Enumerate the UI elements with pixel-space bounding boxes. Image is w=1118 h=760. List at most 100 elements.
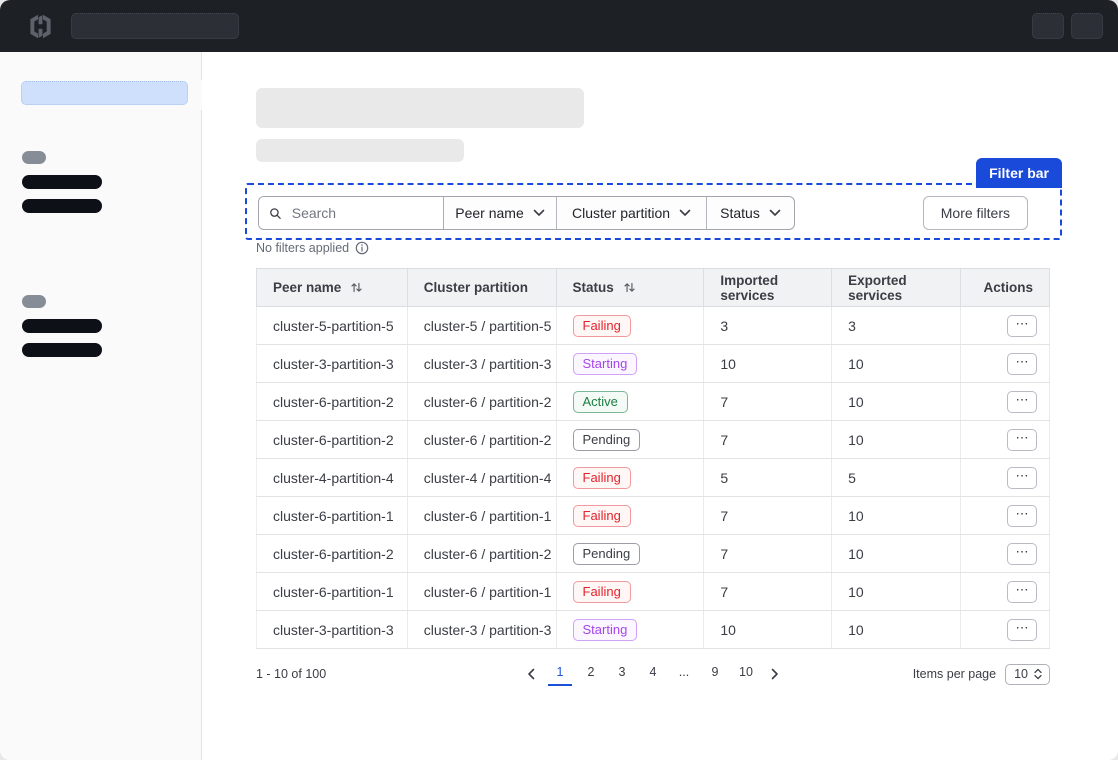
cluster-partition-cell: cluster-4 / partition-4	[407, 458, 557, 497]
peer-name-cell: cluster-3-partition-3	[256, 610, 408, 649]
actions-cell: ⋯	[960, 496, 1051, 535]
imported-services-cell: 10	[703, 610, 833, 649]
cluster-partition-cell: cluster-6 / partition-2	[407, 534, 557, 573]
search-input[interactable]	[289, 204, 433, 222]
sort-icon[interactable]	[350, 281, 363, 294]
status-cell: Starting	[556, 610, 705, 649]
table-row[interactable]: cluster-4-partition-4 cluster-4 / partit…	[256, 458, 1051, 497]
imported-services-cell: 7	[703, 382, 833, 421]
filter-group: Peer name Cluster partition Status	[258, 196, 795, 230]
actions-cell: ⋯	[960, 420, 1051, 459]
table-row[interactable]: cluster-6-partition-2 cluster-6 / partit…	[256, 534, 1051, 573]
page-title-skeleton	[256, 88, 584, 128]
column-header-cluster-partition[interactable]: Cluster partition	[407, 268, 557, 307]
chevron-down-icon	[533, 209, 545, 216]
sidebar-item-skeleton[interactable]	[22, 319, 102, 333]
more-filters-button[interactable]: More filters	[922, 196, 1028, 230]
topbar-action-placeholder-1[interactable]	[1032, 13, 1064, 39]
ellipsis-icon: ⋯	[1015, 582, 1029, 597]
sidebar-item-skeleton[interactable]	[22, 199, 102, 213]
status-filter-dropdown[interactable]: Status	[707, 197, 794, 229]
page-subtitle-skeleton	[256, 139, 464, 162]
exported-services-cell: 3	[831, 306, 961, 345]
exported-services-cell: 10	[831, 572, 961, 611]
column-header-status[interactable]: Status	[556, 268, 705, 307]
row-actions-button[interactable]: ⋯	[1007, 390, 1037, 413]
status-badge: Starting	[572, 352, 638, 375]
page-button-3[interactable]: 3	[618, 665, 626, 679]
items-per-page-label: Items per page	[912, 667, 997, 681]
status-badge: Failing	[572, 504, 631, 527]
row-actions-button[interactable]: ⋯	[1007, 314, 1037, 337]
topbar-action-placeholder-2[interactable]	[1071, 13, 1103, 39]
ellipsis-icon: ⋯	[1015, 430, 1029, 445]
status-badge: Failing	[572, 466, 631, 489]
sidebar-item-skeleton[interactable]	[22, 175, 102, 189]
cluster-partition-cell: cluster-3 / partition-3	[407, 610, 557, 649]
info-icon[interactable]	[355, 241, 369, 255]
actions-cell: ⋯	[960, 382, 1051, 421]
cluster-partition-filter-dropdown[interactable]: Cluster partition	[557, 197, 707, 229]
pagination-bar: 1 - 10 of 100 1 2 3 4... 9 10 Items per page …	[256, 660, 1050, 688]
sidebar-item-skeleton[interactable]	[22, 343, 102, 357]
search-field[interactable]	[259, 197, 444, 229]
filter-bar: Peer name Cluster partition Status More …	[258, 196, 1028, 230]
peer-name-filter-dropdown[interactable]: Peer name	[444, 197, 557, 229]
imported-services-cell: 5	[703, 458, 833, 497]
imported-services-cell: 7	[703, 572, 833, 611]
actions-cell: ⋯	[960, 344, 1051, 383]
peer-name-cell: cluster-3-partition-3	[256, 344, 408, 383]
exported-services-cell: 5	[831, 458, 961, 497]
column-header-peer-name[interactable]: Peer name	[256, 268, 408, 307]
table-row[interactable]: cluster-6-partition-1 cluster-6 / partit…	[256, 572, 1051, 611]
ellipsis-icon: ⋯	[1015, 354, 1029, 369]
table-row[interactable]: cluster-6-partition-2 cluster-6 / partit…	[256, 420, 1051, 459]
ellipsis-icon: ⋯	[1015, 316, 1029, 331]
status-badge: Failing	[572, 314, 631, 337]
global-search-placeholder[interactable]	[71, 13, 239, 39]
column-header-exported-services[interactable]: Exported services	[831, 268, 961, 307]
pagination-range-text: 1 - 10 of 100	[256, 667, 327, 681]
row-actions-button[interactable]: ⋯	[1007, 580, 1037, 603]
row-actions-button[interactable]: ⋯	[1007, 466, 1037, 489]
page-button-10[interactable]: 10	[739, 665, 753, 679]
page-button-9[interactable]: 9	[711, 665, 719, 679]
status-cell: Pending	[556, 534, 705, 573]
sort-icon[interactable]	[623, 281, 636, 294]
table-row[interactable]: cluster-3-partition-3 cluster-3 / partit…	[256, 344, 1051, 383]
column-header-imported-services[interactable]: Imported services	[703, 268, 833, 307]
row-actions-button[interactable]: ⋯	[1007, 428, 1037, 451]
previous-page-button[interactable]	[521, 668, 541, 680]
table-row[interactable]: cluster-6-partition-2 cluster-6 / partit…	[256, 382, 1051, 421]
page-button-1[interactable]: 1	[548, 662, 572, 686]
page-button-4[interactable]: 4	[649, 665, 657, 679]
peer-name-cell: cluster-6-partition-2	[256, 534, 408, 573]
row-actions-button[interactable]: ⋯	[1007, 618, 1037, 641]
filters-status-text: No filters applied	[256, 241, 350, 255]
sidebar	[0, 52, 202, 760]
row-actions-button[interactable]: ⋯	[1007, 542, 1037, 565]
row-actions-button[interactable]: ⋯	[1007, 352, 1037, 375]
peers-table: Peer name Cluster partition Status	[256, 268, 1051, 649]
imported-services-cell: 7	[703, 420, 833, 459]
filter-bar-annotation-outline: Filter bar Peer name Cluster partition	[245, 158, 1062, 240]
cluster-partition-filter-label: Cluster partition	[571, 205, 671, 221]
actions-cell: ⋯	[960, 458, 1051, 497]
items-per-page-select[interactable]: 10	[1005, 663, 1050, 685]
actions-cell: ⋯	[960, 610, 1051, 649]
sidebar-active-item-skeleton[interactable]	[21, 81, 188, 105]
ellipsis-icon: ⋯	[1015, 544, 1029, 559]
peer-name-filter-label: Peer name	[455, 205, 524, 221]
cluster-partition-cell: cluster-6 / partition-1	[407, 496, 557, 535]
table-row[interactable]: cluster-5-partition-5 cluster-5 / partit…	[256, 306, 1051, 345]
exported-services-cell: 10	[831, 610, 961, 649]
row-actions-button[interactable]: ⋯	[1007, 504, 1037, 527]
status-badge: Pending	[572, 542, 641, 565]
next-page-button[interactable]	[765, 668, 785, 680]
status-cell: Failing	[556, 496, 705, 535]
sidebar-section-label-skeleton	[22, 295, 46, 308]
imported-services-cell: 7	[703, 496, 833, 535]
page-button-2[interactable]: 2	[587, 665, 595, 679]
table-row[interactable]: cluster-6-partition-1 cluster-6 / partit…	[256, 496, 1051, 535]
table-row[interactable]: cluster-3-partition-3 cluster-3 / partit…	[256, 610, 1051, 649]
